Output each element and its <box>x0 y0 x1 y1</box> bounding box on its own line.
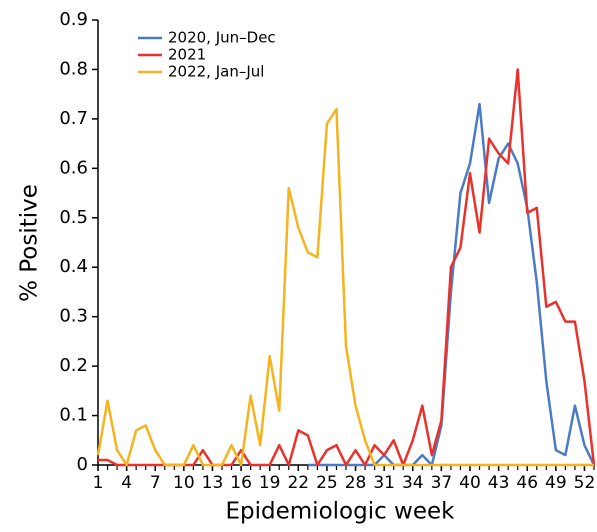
x-tick-label: 46 <box>516 473 538 493</box>
series-line <box>98 68 596 467</box>
y-tick-label: 0.2 <box>59 355 88 376</box>
x-tick-label: 37 <box>431 473 453 493</box>
x-tick-label: 7 <box>150 473 161 493</box>
x-tick-label: 52 <box>574 473 596 493</box>
legend-label: 2022, Jan–Jul <box>168 63 264 81</box>
y-axis-title: % Positive <box>17 184 43 302</box>
x-axis-title: Epidemiologic week <box>226 499 456 525</box>
series-line <box>96 107 594 467</box>
x-tick-label: 31 <box>373 473 395 493</box>
x-tick-label: 13 <box>202 473 224 493</box>
y-tick-label: 0.6 <box>59 157 88 178</box>
y-tick-label: 0.5 <box>59 207 88 228</box>
x-tick-label: 22 <box>287 473 309 493</box>
y-tick-label: 0.7 <box>59 108 88 129</box>
legend-label: 2021 <box>168 46 206 64</box>
x-tick-label: 25 <box>316 473 338 493</box>
x-tick-label: 43 <box>488 473 510 493</box>
x-tick-label: 28 <box>345 473 367 493</box>
x-tick-label: 4 <box>121 473 132 493</box>
x-tick-label: 1 <box>93 473 104 493</box>
x-tick-label: 49 <box>545 473 567 493</box>
y-tick-label: 0.8 <box>59 58 88 79</box>
y-tick-label: 0.3 <box>59 306 88 327</box>
y-tick-label: 0.4 <box>59 256 88 277</box>
y-tick-label: 0.9 <box>59 9 88 30</box>
legend-label: 2020, Jun–Dec <box>168 29 276 47</box>
x-tick-label: 34 <box>402 473 424 493</box>
x-tick-label: 16 <box>230 473 252 493</box>
x-tick-label: 40 <box>459 473 481 493</box>
x-tick-label: 19 <box>259 473 281 493</box>
y-tick-label: 0.1 <box>59 405 88 426</box>
series-line <box>307 102 596 467</box>
y-tick-label: 0 <box>77 454 88 475</box>
x-tick-label: 10 <box>173 473 195 493</box>
